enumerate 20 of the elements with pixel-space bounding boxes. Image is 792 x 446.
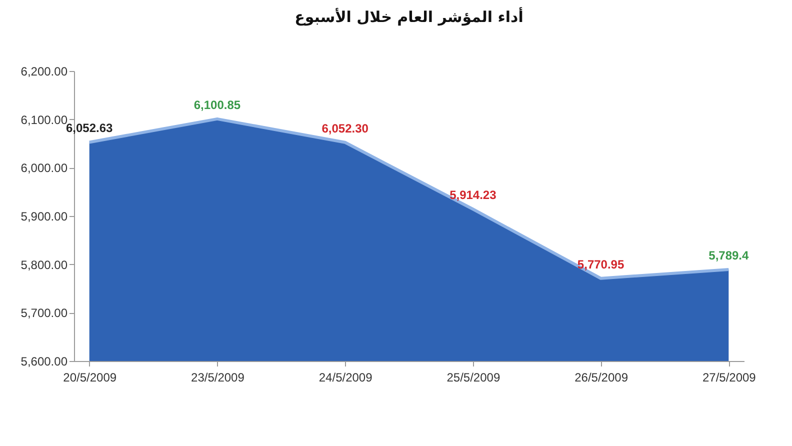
x-tick-label: 23/5/2009 xyxy=(191,370,245,384)
y-tick-label: 6,000.00 xyxy=(20,161,68,176)
y-tick-label: 5,700.00 xyxy=(20,306,68,320)
data-label: 6,052.63 xyxy=(66,121,114,136)
data-label: 5,914.23 xyxy=(450,188,497,202)
data-label: 5,789.4 xyxy=(708,248,749,262)
y-tick-label: 5,900.00 xyxy=(20,210,68,224)
data-label: 6,052.30 xyxy=(322,121,369,136)
y-tick-label: 6,200.00 xyxy=(20,64,68,78)
chart-title: أداء المؤشر العام خلال الأسبوع xyxy=(294,7,524,26)
y-tick-label: 6,100.00 xyxy=(20,112,68,127)
x-tick-label: 27/5/2009 xyxy=(702,370,756,384)
x-tick-label: 25/5/2009 xyxy=(446,370,500,384)
y-tick-label: 5,600.00 xyxy=(20,354,68,368)
x-tick-label: 26/5/2009 xyxy=(574,370,628,384)
x-tick-label: 24/5/2009 xyxy=(318,370,373,384)
data-label: 6,100.85 xyxy=(194,98,241,112)
y-tick-label: 5,800.00 xyxy=(20,258,68,272)
x-tick-label: 20/5/2009 xyxy=(63,370,117,384)
data-label: 5,770.95 xyxy=(577,257,624,272)
